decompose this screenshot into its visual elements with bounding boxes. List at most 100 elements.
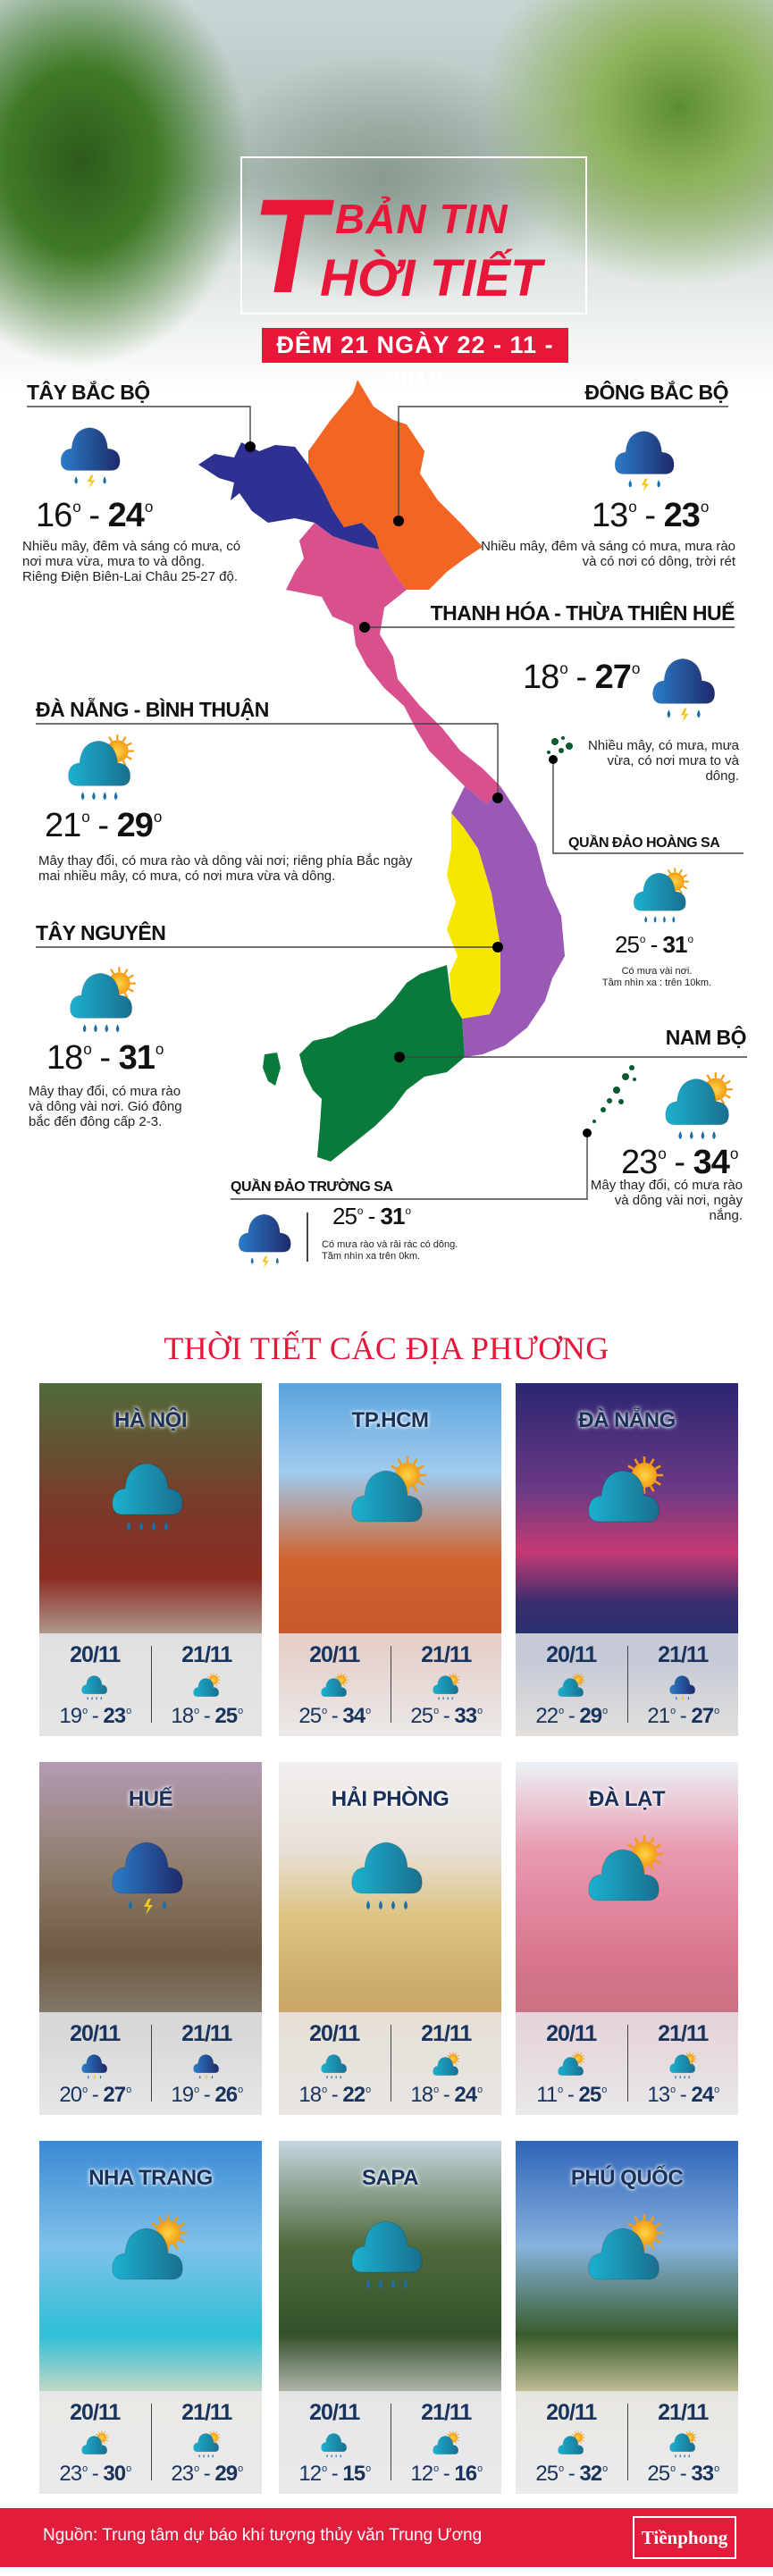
forecast-panel: 20/11 18o - 22o 21/11 18o - 24o (279, 2012, 501, 2115)
forecast-panel: 20/11 23o - 30o 21/11 23o - 29o (39, 2391, 262, 2494)
cloud-rain-thunder-icon (54, 416, 129, 491)
forecast-date: 21/11 (658, 2400, 709, 2425)
forecast-panel: 20/11 25o - 34o 21/11 25o - 33o (279, 1633, 501, 1736)
cloud-rain-icon (79, 1670, 111, 1704)
forecast-date: 20/11 (309, 2400, 360, 2425)
city-name: ĐÀ NẴNG (578, 1408, 676, 1432)
cloud-rain-icon (318, 2428, 350, 2462)
forecast-temp: 18o - 22o (298, 2083, 371, 2107)
map-region-tay-nguyen (447, 813, 500, 1019)
map-region-dong-bac (308, 380, 483, 590)
city-card-da-lat: ĐÀ LẠT 20/11 11o - 25o 21/11 13o - 24o (516, 1762, 738, 2115)
forecast-day: 21/11 18o - 24o (390, 2021, 502, 2107)
forecast-day: 21/11 18o - 25o (150, 1642, 263, 1728)
city-name: PHÚ QUỐC (570, 2166, 684, 2190)
forecast-date: 20/11 (70, 1642, 121, 1667)
region-temp-tay-nguyen: 18o - 31o (46, 1039, 164, 1077)
forecast-day: 20/11 22o - 29o (516, 1633, 627, 1736)
region-dots (245, 441, 592, 1137)
forecast-temp: 11o - 25o (536, 2083, 607, 2107)
forecast-panel: 20/11 20o - 27o 21/11 19o - 26o (39, 2012, 262, 2115)
sun-cloud-rain-icon (658, 1067, 738, 1147)
map-region-nam-trung-bo (451, 786, 565, 1057)
forecast-date: 20/11 (70, 2021, 121, 2046)
desc-line: Tầm nhìn xa : trên 10km. (601, 978, 712, 988)
cloud-rain-thunder-icon (232, 1204, 298, 1271)
sun-cloud-icon (430, 2428, 462, 2462)
sun-cloud-icon (555, 2428, 587, 2462)
forecast-temp: 22o - 29o (535, 1704, 608, 1728)
sun-cloud-rain-icon (190, 2428, 223, 2462)
sun-cloud-icon (343, 1446, 433, 1544)
map-islands-hoang-sa (547, 736, 573, 754)
forecast-day: 20/11 12o - 15o (279, 2391, 391, 2494)
forecast-panel: 20/11 11o - 25o 21/11 13o - 24o (516, 2012, 738, 2115)
forecast-temp: 12o - 15o (298, 2462, 371, 2486)
cloud-rain-thunder-icon (79, 2049, 111, 2083)
city-card-hai-phong: HẢI PHÒNG 20/11 18o - 22o 21/11 18o - 24… (279, 1762, 501, 2115)
sun-cloud-icon (580, 1446, 669, 1544)
forecast-day: 20/11 20o - 27o (39, 2012, 151, 2115)
sun-cloud-icon (318, 1670, 350, 1704)
map-region-tay-bac (198, 442, 380, 550)
sun-cloud-rain-icon (430, 1670, 462, 1704)
cloud-rain-thunder-icon (608, 420, 683, 495)
forecast-date: 21/11 (181, 2021, 232, 2046)
vietnam-map (27, 380, 747, 1200)
sun-cloud-rain-icon (627, 863, 693, 929)
city-name: TP.HCM (351, 1408, 429, 1432)
forecast-temp: 25o - 33o (410, 1704, 483, 1728)
sun-cloud-rain-icon (667, 2428, 699, 2462)
forecast-panel: 20/11 25o - 32o 21/11 25o - 33o (516, 2391, 738, 2494)
forecast-temp: 23o - 30o (59, 2462, 131, 2486)
forecast-day: 21/11 25o - 33o (626, 2400, 739, 2486)
sun-cloud-icon (79, 2428, 111, 2462)
desc-line: Có mưa rào và rải rác có dông. (322, 1239, 458, 1250)
forecast-temp: 21o - 27o (647, 1704, 719, 1728)
forecast-date: 20/11 (309, 1642, 360, 1667)
sun-cloud-icon (555, 1670, 587, 1704)
region-temp-thanh-hoa-hue: 18o - 27o (523, 659, 640, 696)
forecast-date: 21/11 (421, 2021, 472, 2046)
city-name: HUẾ (128, 1787, 173, 1811)
forecast-temp: 20o - 27o (59, 2083, 131, 2107)
sun-cloud-icon (190, 1670, 223, 1704)
title-line-1: BẢN TIN (335, 196, 508, 242)
forecast-temp: 18o - 25o (171, 1704, 243, 1728)
forecast-day: 21/11 23o - 29o (150, 2400, 263, 2486)
city-name: HÀ NỘI (114, 1408, 188, 1432)
sun-cloud-icon (555, 2049, 587, 2083)
city-name: SAPA (362, 2166, 418, 2190)
date-banner: ĐÊM 21 NGÀY 22 - 11 - 2018 (262, 328, 568, 393)
forecast-date: 21/11 (658, 1642, 709, 1667)
city-card-hue: HUẾ 20/11 20o - 27o 21/11 19o - 26o (39, 1762, 262, 2115)
forecast-day: 21/11 25o - 33o (390, 1642, 502, 1728)
region-desc-tay-bac: Nhiều mây, đêm và sáng có mưa, có nơi mư… (22, 539, 241, 584)
forecast-temp: 19o - 23o (59, 1704, 131, 1728)
map-islands-truong-sa (592, 1065, 636, 1123)
map-region-nam-bo (299, 965, 465, 1162)
forecast-date: 21/11 (181, 2400, 232, 2425)
forecast-date: 20/11 (546, 2021, 597, 2046)
city-name: ĐÀ LẠT (589, 1787, 665, 1811)
sun-cloud-icon (580, 1825, 669, 1923)
region-desc-truong-sa: Có mưa rào và rải rác có dông. Tầm nhìn x… (322, 1239, 554, 1263)
forecast-day: 20/11 18o - 22o (279, 2012, 391, 2115)
divider (307, 1212, 308, 1262)
map-island-phu-quoc (263, 1053, 281, 1086)
sun-cloud-rain-icon (667, 2049, 699, 2083)
forecast-date: 21/11 (181, 1642, 232, 1667)
forecast-panel: 20/11 19o - 23o 21/11 18o - 25o (39, 1633, 262, 1736)
forecast-day: 20/11 11o - 25o (516, 2012, 627, 2115)
region-temp-tay-bac: 16o - 24o (36, 497, 153, 534)
forecast-date: 21/11 (421, 2400, 472, 2425)
title-frame (240, 156, 587, 315)
hero-banner-photo (0, 0, 773, 393)
sun-cloud-rain-icon (63, 961, 141, 1040)
forecast-day: 20/11 25o - 32o (516, 2391, 627, 2494)
region-temp-dong-bac: 13o - 23o (592, 497, 709, 534)
sun-cloud-icon (580, 2203, 669, 2302)
forecast-date: 20/11 (546, 2400, 597, 2425)
forecast-day: 21/11 21o - 27o (626, 1642, 739, 1728)
forecast-temp: 12o - 16o (410, 2462, 483, 2486)
